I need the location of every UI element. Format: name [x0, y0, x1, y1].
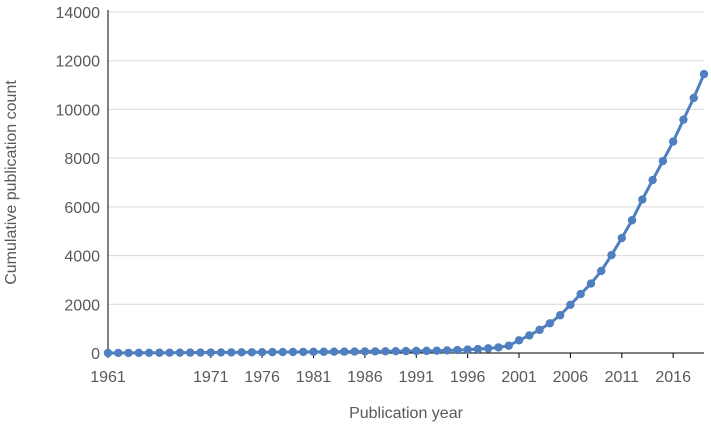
x-tick-label: 2016: [655, 369, 691, 386]
data-point: [175, 348, 185, 357]
data-point: [679, 115, 688, 124]
y-tick-label: 10000: [56, 102, 101, 119]
data-point: [227, 348, 236, 357]
data-point: [689, 93, 698, 103]
data-point: [535, 325, 544, 335]
data-point: [329, 347, 339, 356]
data-point: [237, 348, 246, 357]
y-tick-label: 14000: [56, 5, 101, 22]
data-point: [422, 346, 431, 356]
data-point: [381, 347, 390, 356]
data-point: [257, 347, 267, 357]
data-point: [278, 347, 287, 357]
data-point: [309, 347, 318, 357]
x-tick-label: 1991: [398, 369, 434, 386]
data-point: [597, 266, 606, 276]
data-point: [350, 347, 359, 356]
y-axis-title: Cumulative publication count: [3, 80, 20, 285]
data-point: [463, 345, 472, 354]
data-point: [155, 348, 164, 357]
data-point: [103, 348, 113, 358]
data-point: [288, 347, 298, 357]
data-point: [370, 347, 380, 356]
axes: [107, 10, 704, 354]
data-point: [453, 345, 462, 355]
data-point: [340, 347, 349, 356]
data-point: [484, 344, 493, 353]
x-tick-label: 1981: [296, 369, 332, 386]
data-point: [360, 347, 370, 356]
data-point: [268, 347, 277, 357]
series-points: [103, 69, 709, 358]
data-point: [165, 348, 174, 357]
data-point: [196, 348, 205, 357]
data-point: [648, 175, 657, 185]
data-point: [391, 346, 400, 356]
data-point: [124, 348, 133, 358]
x-tick-label: 1996: [450, 369, 486, 386]
data-point: [525, 331, 534, 340]
data-point: [412, 346, 421, 356]
data-point: [658, 156, 668, 166]
data-point: [699, 69, 709, 79]
data-point: [514, 336, 524, 345]
y-tick-label: 8000: [64, 151, 100, 168]
data-point: [668, 137, 678, 146]
y-tick-label: 6000: [64, 200, 100, 217]
y-tick-label: 12000: [56, 54, 101, 71]
x-tick-label: 2011: [605, 369, 640, 386]
x-axis-ticks: 1961 1971 1976 1981 1986 1991 1996 2001 2006 2011…: [90, 353, 691, 386]
x-tick-label: 1971: [193, 369, 229, 386]
data-point: [638, 195, 647, 204]
data-point: [545, 319, 555, 328]
x-tick-label: 1976: [244, 369, 280, 386]
data-point: [319, 347, 328, 356]
data-point: [206, 348, 215, 357]
data-point: [607, 250, 616, 260]
data-point: [432, 346, 442, 355]
data-point: [576, 289, 585, 299]
x-tick-label: 2001: [501, 369, 537, 386]
data-point: [134, 348, 144, 358]
data-point: [627, 216, 637, 225]
data-point: [186, 348, 195, 357]
data-point: [442, 346, 452, 355]
x-tick-label: 1961: [90, 369, 126, 386]
x-tick-label: 1986: [347, 369, 383, 386]
data-point: [617, 233, 626, 243]
y-axis-ticks: 0 2000 4000 6000 8000 10000 12000 14000: [56, 5, 101, 363]
data-point: [566, 300, 575, 309]
data-point: [401, 346, 411, 356]
data-point: [247, 348, 257, 357]
data-point: [473, 344, 483, 354]
data-point: [555, 311, 565, 320]
y-tick-label: 2000: [64, 297, 100, 314]
data-point: [504, 341, 513, 350]
data-point: [494, 343, 503, 352]
y-tick-label: 0: [91, 346, 100, 363]
grid-lines: [108, 11, 704, 305]
data-point: [299, 347, 308, 357]
series-line: [107, 73, 706, 355]
data-point: [216, 348, 226, 357]
data-point: [144, 348, 154, 358]
y-tick-label: 4000: [64, 249, 100, 266]
x-tick-label: 2006: [553, 369, 589, 386]
x-axis-title: Publication year: [349, 405, 464, 422]
data-point: [586, 279, 596, 288]
data-point: [114, 348, 123, 358]
